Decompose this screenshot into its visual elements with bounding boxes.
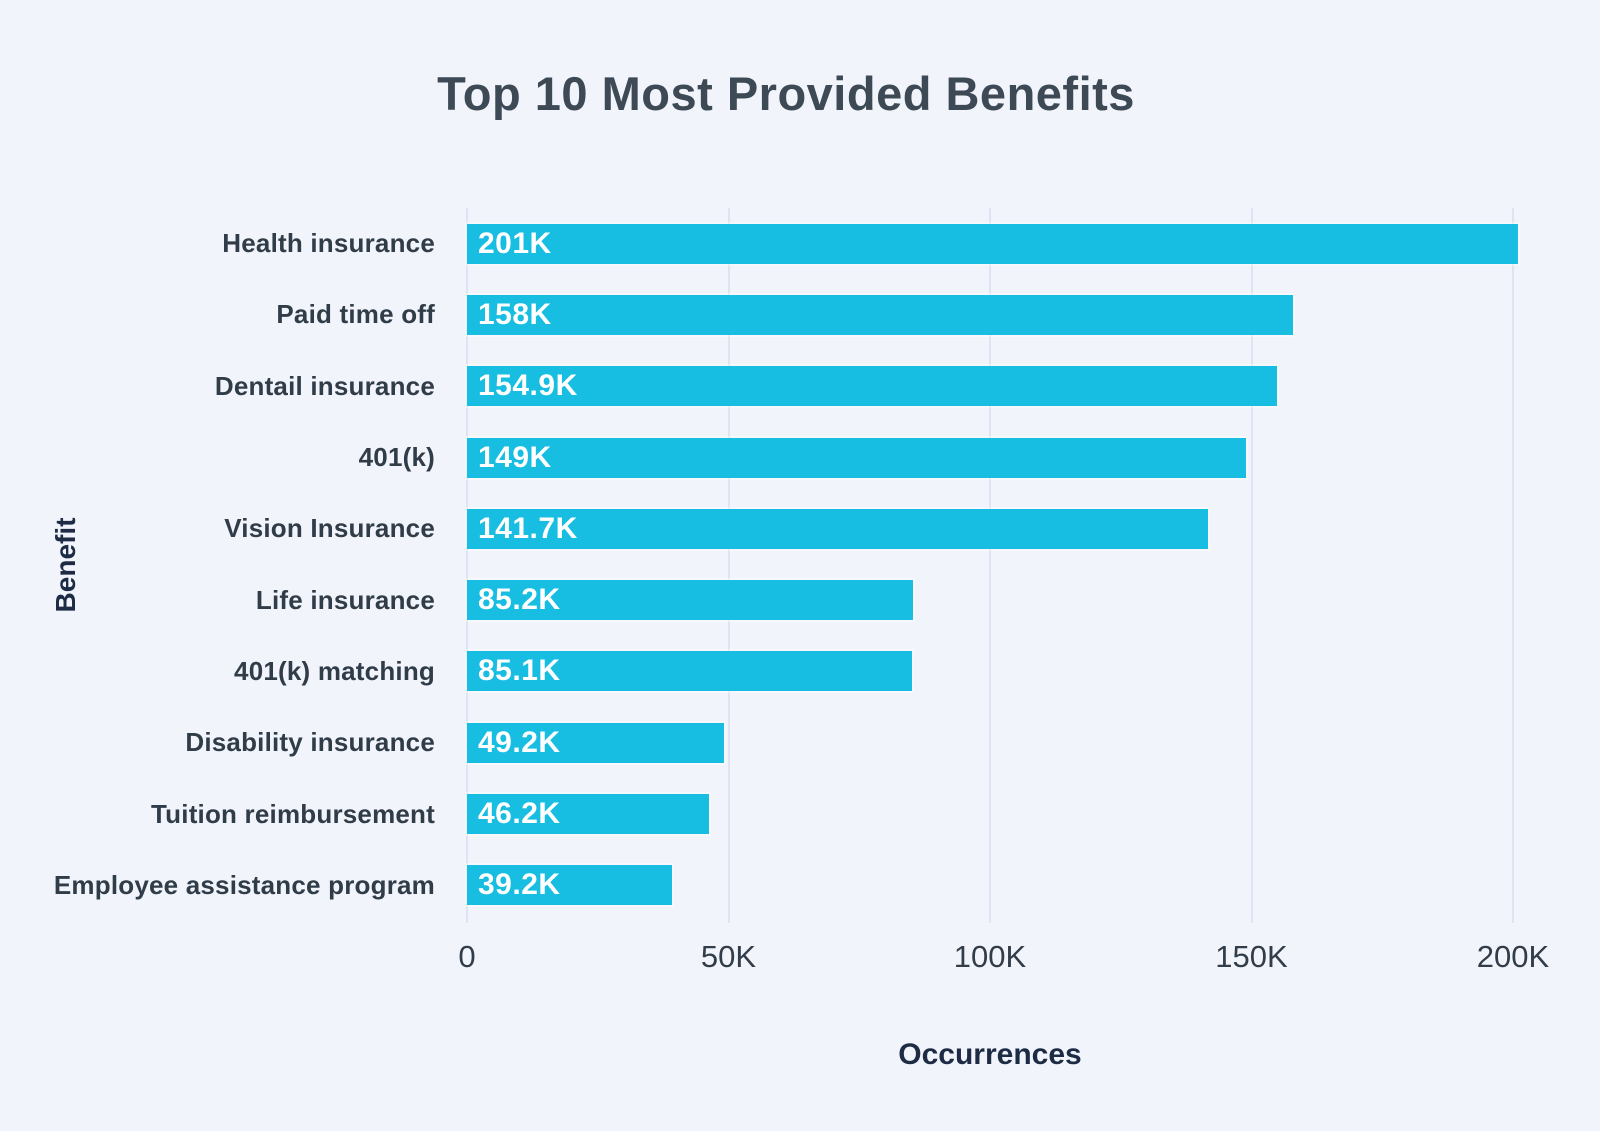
bar-value-label: 39.2K	[478, 868, 561, 902]
bar-track: 158K	[467, 294, 1560, 335]
bar-value-label: 49.2K	[478, 725, 561, 759]
x-tick-label: 100K	[953, 939, 1027, 974]
category-label: Vision Insurance	[224, 513, 435, 544]
bar-row: Health insurance 201K	[0, 208, 1560, 279]
category-label: Employee assistance program	[53, 869, 435, 900]
category-label: Disability insurance	[185, 727, 435, 758]
bar-value-label: 85.1K	[478, 654, 561, 688]
category-label: Health insurance	[222, 228, 435, 259]
bar-value-label: 158K	[478, 297, 552, 331]
bar: 46.2K	[467, 794, 709, 835]
bar-value-label: 85.2K	[478, 583, 561, 617]
bar-row: Paid time off 158K	[0, 279, 1560, 350]
bar-track: 85.2K	[467, 580, 1560, 621]
bar: 158K	[467, 294, 1294, 335]
category-label: 401(k) matching	[234, 655, 435, 686]
bar: 49.2K	[467, 722, 725, 763]
bar-row: Vision Insurance 141.7K	[0, 493, 1560, 564]
bar-row: Employee assistance program 39.2K	[0, 850, 1560, 921]
bar-rows: Health insurance 201K Paid time off 158K Den…	[0, 208, 1560, 921]
bar-track: 85.1K	[467, 651, 1560, 692]
x-axis-title: Occurrences	[898, 1038, 1082, 1071]
bar: 141.7K	[467, 508, 1209, 549]
bar-row: 401(k) 149K	[0, 422, 1560, 493]
bar-value-label: 154.9K	[478, 369, 578, 403]
category-label: Dentail insurance	[214, 370, 435, 401]
bar-track: 141.7K	[467, 508, 1560, 549]
bar-track: 39.2K	[467, 865, 1560, 906]
bar-track: 201K	[467, 223, 1560, 264]
bar-row: 401(k) matching 85.1K	[0, 636, 1560, 707]
category-label: 401(k)	[358, 442, 435, 473]
bar: 149K	[467, 437, 1247, 478]
chart-title: Top 10 Most Provided Benefits	[437, 67, 1135, 120]
bar-value-label: 149K	[478, 440, 552, 474]
bar-value-label: 46.2K	[478, 797, 561, 831]
category-label: Paid time off	[276, 299, 435, 330]
bar-value-label: 201K	[478, 226, 552, 260]
bar-track: 49.2K	[467, 722, 1560, 763]
x-tick-label: 0	[458, 939, 476, 974]
bar: 201K	[467, 223, 1519, 264]
bar-row: Dentail insurance 154.9K	[0, 351, 1560, 422]
category-label: Tuition reimbursement	[151, 798, 435, 829]
bar: 85.1K	[467, 651, 913, 692]
bar-track: 154.9K	[467, 366, 1560, 407]
bar: 85.2K	[467, 580, 913, 621]
bar-track: 46.2K	[467, 794, 1560, 835]
bar-row: Life insurance 85.2K	[0, 564, 1560, 635]
category-label: Life insurance	[255, 584, 435, 615]
bar-track: 149K	[467, 437, 1560, 478]
x-tick-label: 150K	[1215, 939, 1288, 974]
bar: 154.9K	[467, 366, 1278, 407]
x-tick-label: 50K	[700, 939, 757, 974]
bar: 39.2K	[467, 865, 673, 906]
x-tick-label: 200K	[1476, 939, 1550, 974]
bar-row: Tuition reimbursement 46.2K	[0, 778, 1560, 849]
bar-row: Disability insurance 49.2K	[0, 707, 1560, 778]
bar-value-label: 141.7K	[478, 511, 578, 545]
